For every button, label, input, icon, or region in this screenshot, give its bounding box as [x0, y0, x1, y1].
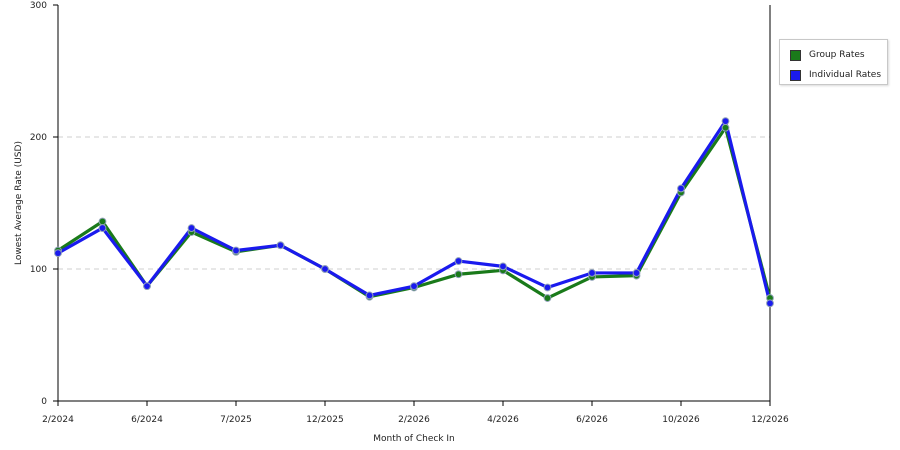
y-tick-label: 0 [41, 397, 47, 407]
x-axis-ticks: 2/2024 6/2024 7/2025 12/2025 2/2026 4/2026 6/2… [42, 401, 789, 425]
x-tick-label: 2/2026 [398, 415, 430, 425]
data-point-individual-rates [54, 249, 62, 258]
x-tick-label: 10/2026 [662, 415, 700, 425]
gridlines [58, 136, 770, 270]
x-tick-label: 6/2024 [131, 415, 163, 425]
data-point-individual-rates [187, 224, 196, 232]
series-line-individual-rates [56, 119, 772, 305]
data-point-individual-rates [365, 291, 374, 300]
legend-swatch-group-rates [790, 49, 801, 61]
data-point-individual-rates [721, 117, 730, 126]
data-point-individual-rates [543, 283, 552, 292]
data-point-individual-rates [632, 269, 641, 277]
x-axis-title: Month of Check In [373, 434, 455, 444]
data-point-individual-rates [98, 224, 107, 232]
data-point-individual-rates [454, 257, 463, 265]
x-tick-label: 4/2026 [487, 415, 519, 425]
data-point-individual-rates [321, 265, 329, 273]
data-point-individual-rates [232, 246, 240, 255]
y-tick-label: 100 [30, 265, 47, 275]
x-tick-label: 12/2026 [751, 415, 789, 425]
data-point-group-rates [98, 217, 107, 226]
data-point-individual-rates [766, 299, 774, 308]
data-point-group-rates [543, 294, 552, 302]
legend-item-group-rates: Group Rates [790, 48, 865, 62]
legend-label-group-rates: Group Rates [809, 50, 865, 60]
data-point-individual-rates [499, 262, 507, 271]
y-tick-label: 200 [30, 133, 47, 143]
series-points [54, 117, 774, 308]
data-point-individual-rates [276, 241, 285, 250]
x-tick-label: 2/2024 [42, 415, 74, 425]
data-point-individual-rates [677, 184, 685, 193]
x-tick-label: 6/2026 [576, 415, 608, 425]
data-point-individual-rates [143, 282, 151, 291]
axes [57, 5, 771, 402]
legend-item-individual-rates: Individual Rates [790, 68, 881, 82]
y-axis-title: Lowest Average Rate (USD) [14, 141, 24, 265]
legend-label-individual-rates: Individual Rates [809, 70, 882, 80]
legend-swatch-individual-rates [790, 69, 801, 81]
series-lines [56, 119, 772, 305]
data-point-group-rates [454, 270, 463, 279]
y-tick-label: 300 [30, 1, 47, 11]
x-tick-label: 12/2025 [306, 415, 343, 425]
data-point-individual-rates [410, 282, 418, 291]
x-tick-label: 7/2025 [220, 415, 252, 425]
series-line-group-rates [56, 126, 772, 300]
data-point-group-rates [721, 123, 730, 132]
legend: Group Rates Individual Rates [779, 39, 888, 85]
y-axis-ticks: 0 100 200 300 [30, 1, 58, 407]
data-point-individual-rates [588, 269, 596, 277]
